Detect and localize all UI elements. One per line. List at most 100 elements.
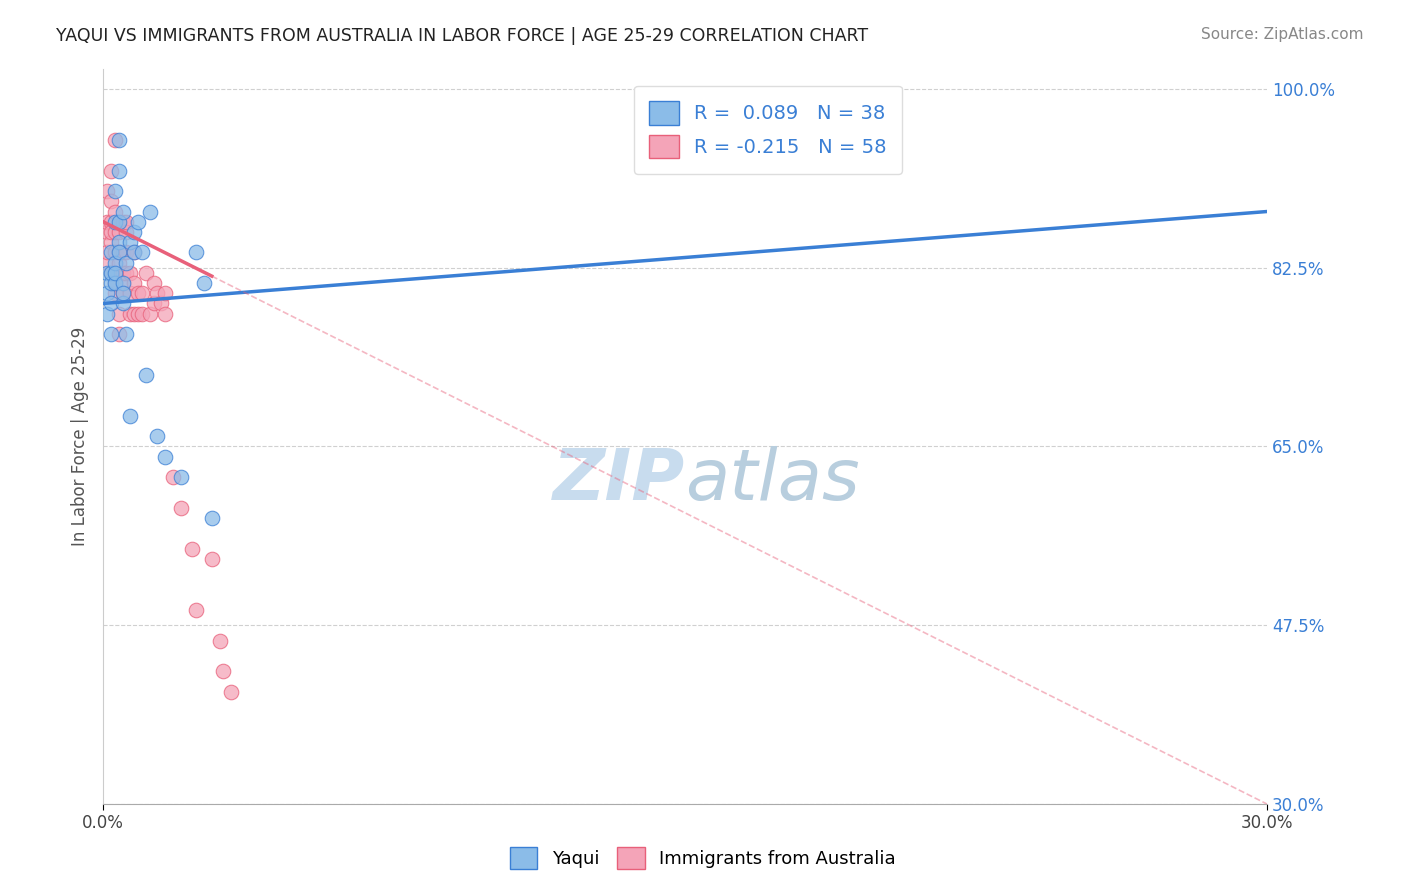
Point [122,276,145,290]
Point [111,296,134,310]
Point [122,245,145,260]
Point [153,286,176,301]
Y-axis label: In Labor Force | Age 25-29: In Labor Force | Age 25-29 [72,326,89,546]
Text: YAQUI VS IMMIGRANTS FROM AUSTRALIA IN LABOR FORCE | AGE 25-29 CORRELATION CHART: YAQUI VS IMMIGRANTS FROM AUSTRALIA IN LA… [56,27,869,45]
Point [104,184,127,198]
Point [111,245,134,260]
Point [146,286,169,301]
Point [122,225,145,239]
Point [170,500,193,515]
Point [100,194,122,209]
Point [115,255,138,269]
Point [186,245,208,260]
Point [104,204,127,219]
Point [142,296,165,310]
Point [104,266,127,280]
Point [100,163,122,178]
Point [135,368,157,382]
Point [107,235,129,249]
Point [111,286,134,301]
Point [104,255,127,269]
Point [131,245,153,260]
Point [96,255,118,269]
Point [100,276,122,290]
Point [96,225,118,239]
Point [115,327,138,342]
Point [135,266,157,280]
Point [100,266,122,280]
Point [111,286,134,301]
Point [107,307,129,321]
Point [127,307,149,321]
Point [96,245,118,260]
Point [107,133,129,147]
Point [96,215,118,229]
Point [153,307,176,321]
Point [96,286,118,301]
Point [100,235,122,249]
Point [122,307,145,321]
Point [104,276,127,290]
Point [100,245,122,260]
Point [111,215,134,229]
Point [120,409,142,423]
Point [138,204,160,219]
Point [104,286,127,301]
Point [107,215,129,229]
Point [107,225,129,239]
Point [104,276,127,290]
Point [122,245,145,260]
Point [219,684,242,698]
Point [186,603,208,617]
Point [170,470,193,484]
Point [104,133,127,147]
Point [153,450,176,464]
Point [201,511,224,525]
Point [212,664,235,678]
Point [111,266,134,280]
Point [127,215,149,229]
Point [107,327,129,342]
Point [131,307,153,321]
Point [120,286,142,301]
Point [104,266,127,280]
Point [138,307,160,321]
Text: ZIP: ZIP [553,446,685,515]
Point [181,541,204,556]
Point [193,276,215,290]
Point [96,184,118,198]
Text: Source: ZipAtlas.com: Source: ZipAtlas.com [1201,27,1364,42]
Point [201,551,224,566]
Point [208,633,231,648]
Text: atlas: atlas [685,446,859,515]
Point [107,245,129,260]
Point [104,245,127,260]
Point [100,327,122,342]
Point [131,286,153,301]
Point [120,307,142,321]
Point [107,163,129,178]
Point [150,296,173,310]
Point [127,286,149,301]
Point [146,429,169,443]
Point [111,276,134,290]
Point [111,204,134,219]
Point [100,296,122,310]
Point [120,235,142,249]
Point [111,276,134,290]
Point [107,245,129,260]
Point [115,215,138,229]
Point [115,245,138,260]
Point [142,276,165,290]
Point [115,266,138,280]
Point [104,215,127,229]
Point [96,307,118,321]
Point [100,225,122,239]
Point [104,225,127,239]
Legend: R =  0.089   N = 38, R = -0.215   N = 58: R = 0.089 N = 38, R = -0.215 N = 58 [634,86,903,174]
Point [115,225,138,239]
Point [162,470,184,484]
Point [120,266,142,280]
Point [100,215,122,229]
Point [96,266,118,280]
